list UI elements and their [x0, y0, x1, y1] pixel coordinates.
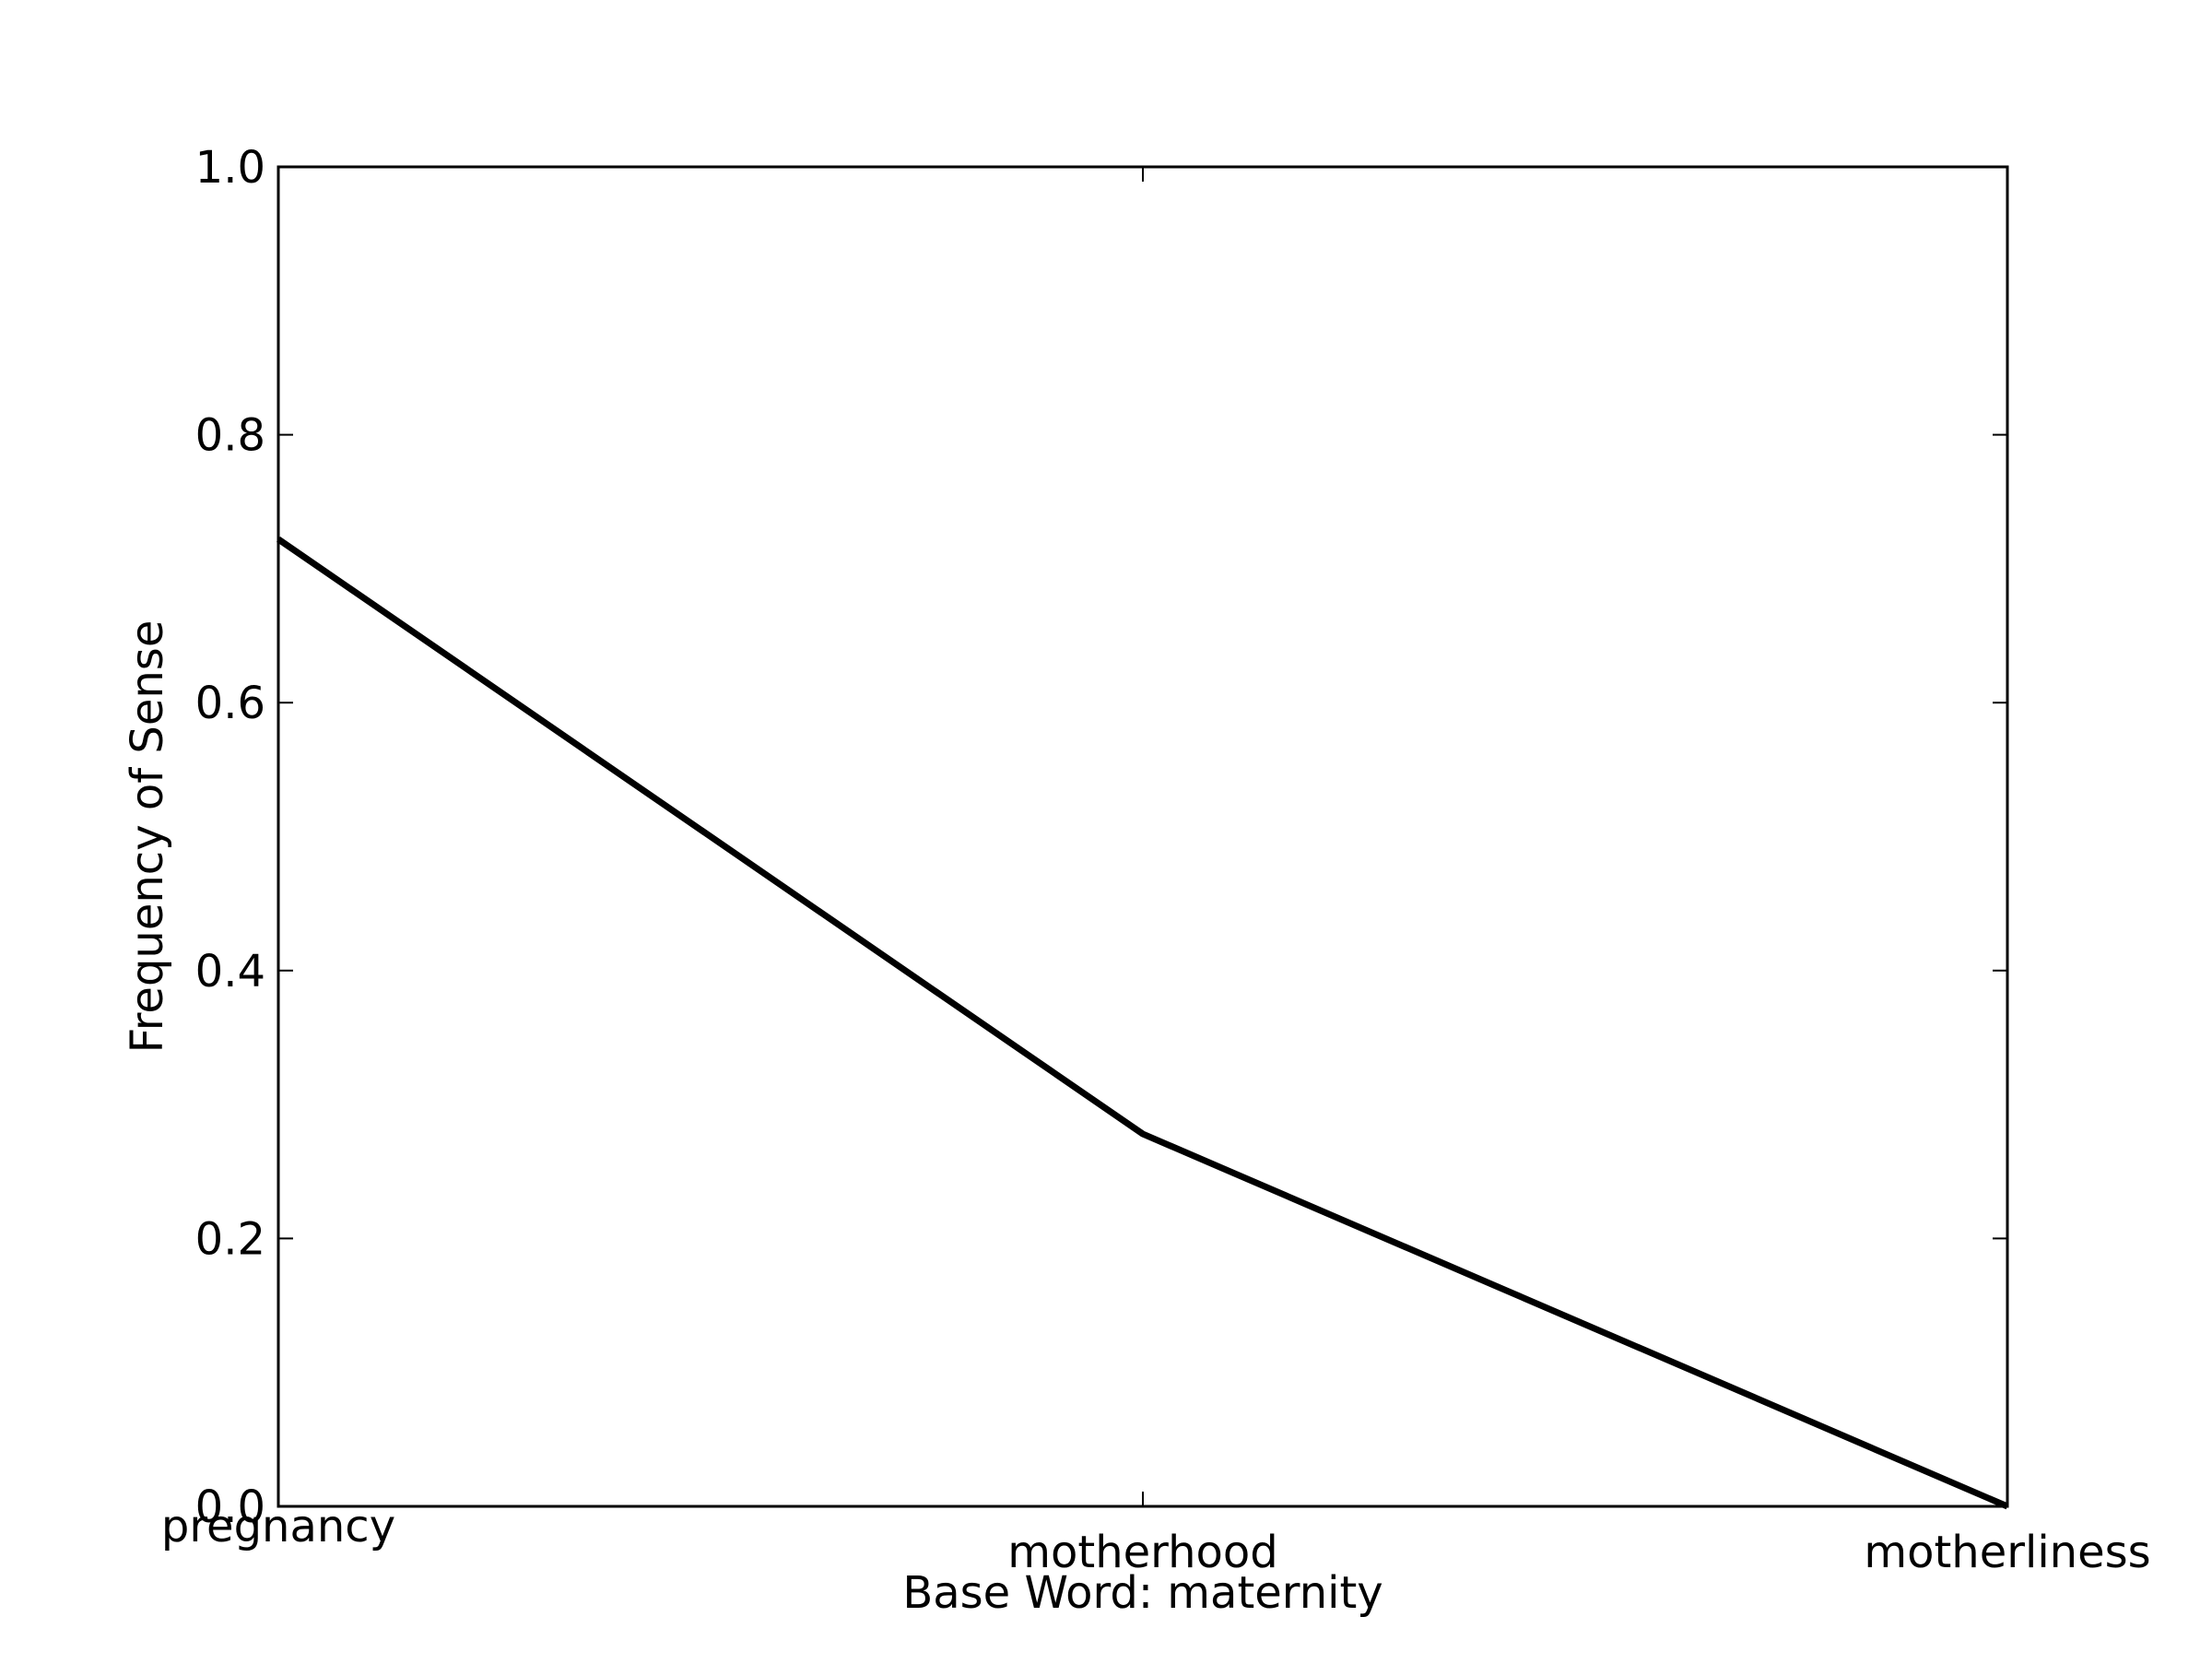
y-tick-label: 0.6 [195, 678, 265, 729]
y-axis-ticks: 0.00.20.40.60.81.0 [195, 142, 2007, 1533]
y-tick-label: 1.0 [195, 142, 265, 194]
y-tick-label: 0.2 [195, 1213, 265, 1265]
y-tick-label: 0.4 [195, 946, 265, 997]
y-tick-label: 0.8 [195, 410, 265, 462]
x-axis-title: Base Word: maternity [902, 1567, 1382, 1619]
x-tick-label: pregnancy [161, 1501, 395, 1552]
plot-frame [278, 167, 2007, 1506]
series-line [278, 539, 2007, 1506]
x-tick-label: motherliness [1864, 1527, 2150, 1578]
y-axis-title: Frequency of Sense [122, 620, 173, 1054]
series-layer [278, 539, 2007, 1506]
